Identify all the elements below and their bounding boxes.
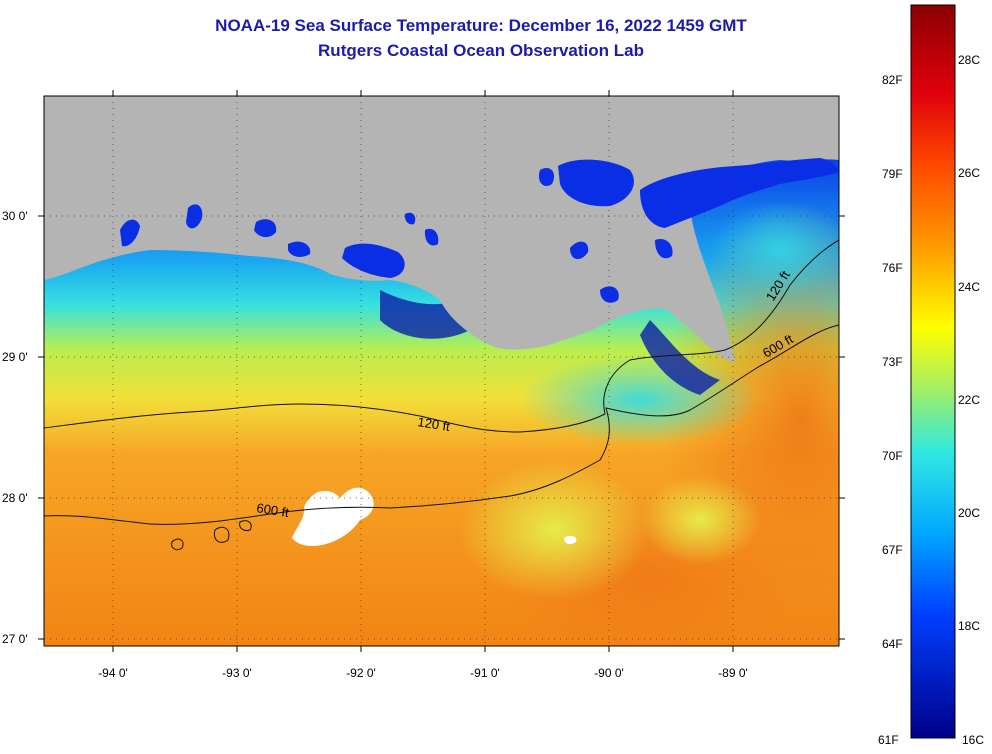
colorbar-f-label: 73F	[882, 355, 903, 369]
colorbar-f-label: 64F	[882, 637, 903, 651]
lon-label: -93 0'	[222, 666, 252, 680]
lon-label: -91 0'	[470, 666, 500, 680]
colorbar-f-label: 70F	[882, 449, 903, 463]
lon-label: -89 0'	[718, 666, 748, 680]
colorbar-f-label: 76F	[882, 261, 903, 275]
axis-ticks	[38, 90, 845, 652]
map-grid	[44, 96, 839, 646]
chart-subtitle: Rutgers Coastal Ocean Observation Lab	[318, 41, 644, 60]
isobath-600ft	[44, 324, 839, 525]
colorbar-f-label: 79F	[882, 167, 903, 181]
land-mass	[44, 96, 839, 362]
isobath-120ft	[44, 239, 839, 433]
lat-label: 27 0'	[2, 632, 28, 646]
colorbar-f-label: 61F	[878, 733, 899, 747]
colorbar-c-label: 26C	[958, 166, 981, 180]
colorbar	[910, 4, 956, 739]
lat-label: 29 0'	[2, 350, 28, 364]
lat-label: 28 0'	[2, 491, 28, 505]
colorbar-c-label: 16C	[962, 733, 985, 747]
lon-label: -94 0'	[98, 666, 128, 680]
contour-label: 120 ft	[417, 414, 452, 434]
colorbar-f-label: 82F	[882, 73, 903, 87]
colorbar-c-label: 18C	[958, 619, 981, 633]
colorbar-c-label: 22C	[958, 393, 981, 407]
colorbar-c-label: 24C	[958, 280, 981, 294]
lon-label: -90 0'	[594, 666, 624, 680]
chart-title: NOAA-19 Sea Surface Temperature: Decembe…	[215, 16, 747, 35]
lat-label: 30 0'	[2, 209, 28, 223]
colorbar-f-label: 67F	[882, 543, 903, 557]
colorbar-c-label: 28C	[958, 53, 981, 67]
map-field: 120 ft 600 ft 120 ft 600 ft	[44, 96, 839, 646]
lon-label: -92 0'	[346, 666, 376, 680]
map-frame	[43, 95, 840, 647]
cloud-patch	[292, 487, 374, 546]
colorbar-c-label: 20C	[958, 506, 981, 520]
contour-label: 600 ft	[256, 500, 291, 520]
